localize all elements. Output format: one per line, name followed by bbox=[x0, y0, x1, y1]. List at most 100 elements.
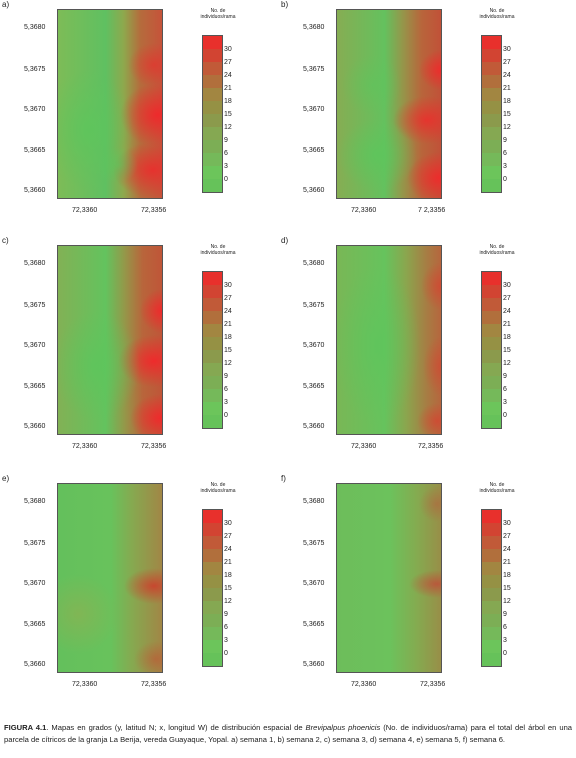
y-tick: 5,3675 bbox=[303, 540, 325, 547]
legend-value: 15 bbox=[224, 111, 232, 118]
heatmap bbox=[57, 245, 163, 435]
panel-label: a) bbox=[2, 0, 10, 9]
legend-swatch bbox=[482, 562, 501, 575]
panel-label: e) bbox=[2, 474, 10, 483]
legend-swatch bbox=[482, 49, 501, 62]
legend-value: 12 bbox=[503, 360, 511, 367]
figure-caption: FIGURA 4.1. Mapas en grados (y, latitud … bbox=[4, 722, 572, 745]
legend-swatch bbox=[203, 36, 222, 49]
legend-value: 27 bbox=[224, 533, 232, 540]
legend-swatch bbox=[482, 62, 501, 75]
x-tick: 72,3356 bbox=[141, 207, 167, 214]
y-tick: 5,3665 bbox=[24, 621, 46, 628]
y-tick: 5,3665 bbox=[24, 383, 46, 390]
legend-swatch bbox=[203, 166, 222, 179]
legend-value: 24 bbox=[503, 308, 511, 315]
x-tick: 72,3360 bbox=[72, 443, 98, 450]
legend-swatch bbox=[203, 153, 222, 166]
legend-value: 21 bbox=[224, 321, 232, 328]
legend-value: 27 bbox=[503, 295, 511, 302]
x-tick: 72,3360 bbox=[351, 443, 377, 450]
y-tick: 5,3675 bbox=[24, 302, 46, 309]
legend-value: 3 bbox=[503, 163, 507, 170]
legend-swatch bbox=[203, 402, 222, 415]
legend-value: 0 bbox=[503, 650, 507, 657]
legend-value: 30 bbox=[224, 520, 232, 527]
legend-value: 21 bbox=[224, 559, 232, 566]
legend-value: 0 bbox=[224, 650, 228, 657]
legend-value: 9 bbox=[503, 137, 507, 144]
legend-swatch bbox=[482, 640, 501, 653]
legend-swatch bbox=[482, 415, 501, 428]
legend-swatch bbox=[203, 549, 222, 562]
x-tick: 72,3360 bbox=[351, 681, 377, 688]
legend-swatch bbox=[482, 510, 501, 523]
legend-swatch bbox=[482, 140, 501, 153]
legend-value: 6 bbox=[224, 150, 228, 157]
legend-swatch bbox=[482, 536, 501, 549]
legend-value: 15 bbox=[503, 111, 511, 118]
legend-swatch bbox=[203, 376, 222, 389]
y-tick: 5,3675 bbox=[24, 66, 46, 73]
panel-label: f) bbox=[281, 474, 286, 483]
legend-value: 15 bbox=[503, 585, 511, 592]
legend-value: 21 bbox=[224, 85, 232, 92]
legend-swatch bbox=[203, 114, 222, 127]
legend-value: 18 bbox=[503, 98, 511, 105]
legend-value: 18 bbox=[224, 98, 232, 105]
legend-value: 12 bbox=[503, 598, 511, 605]
legend-value: 15 bbox=[224, 347, 232, 354]
legend-swatch bbox=[203, 179, 222, 192]
legend-title: No. de individuos/rama bbox=[479, 482, 515, 494]
legend-value: 27 bbox=[503, 59, 511, 66]
legend-swatch bbox=[482, 614, 501, 627]
heatmap bbox=[336, 245, 442, 435]
y-tick: 5,3675 bbox=[303, 302, 325, 309]
x-tick: 72,3360 bbox=[72, 681, 98, 688]
x-tick: 72,3356 bbox=[420, 681, 446, 688]
legend-swatch bbox=[203, 653, 222, 666]
legend-value: 21 bbox=[503, 85, 511, 92]
legend-swatch bbox=[203, 523, 222, 536]
panel-d: d) 5,3680 5,3675 5,3670 5,3665 5,3 bbox=[279, 236, 567, 472]
legend-swatch bbox=[482, 601, 501, 614]
legend-swatch bbox=[203, 536, 222, 549]
legend-swatch bbox=[482, 389, 501, 402]
legend-swatch bbox=[482, 285, 501, 298]
legend-bar bbox=[202, 509, 223, 667]
legend-value: 0 bbox=[224, 176, 228, 183]
legend-swatch bbox=[203, 75, 222, 88]
y-tick: 5,3670 bbox=[303, 342, 325, 349]
legend-swatch bbox=[203, 62, 222, 75]
legend-swatch bbox=[203, 601, 222, 614]
legend-swatch bbox=[482, 36, 501, 49]
heatmap bbox=[57, 483, 163, 673]
panel-e: e) 5,3680 5,3675 5,3670 5,3665 5,3660 72… bbox=[0, 474, 288, 710]
legend-swatch bbox=[203, 640, 222, 653]
legend-value: 24 bbox=[224, 72, 232, 79]
legend-swatch bbox=[482, 324, 501, 337]
legend-value: 3 bbox=[503, 637, 507, 644]
legend-value: 21 bbox=[503, 559, 511, 566]
legend-swatch bbox=[482, 337, 501, 350]
legend-bar bbox=[202, 35, 223, 193]
legend-swatch bbox=[482, 166, 501, 179]
legend-value: 9 bbox=[224, 137, 228, 144]
y-tick: 5,3660 bbox=[303, 423, 325, 430]
legend-value: 9 bbox=[503, 611, 507, 618]
y-tick: 5,3665 bbox=[303, 383, 325, 390]
legend-value: 6 bbox=[503, 624, 507, 631]
legend-title: No. de individuos/rama bbox=[479, 8, 515, 20]
panel-label: c) bbox=[2, 236, 9, 245]
heatmap bbox=[336, 483, 442, 673]
legend-swatch bbox=[203, 101, 222, 114]
legend-swatch bbox=[482, 363, 501, 376]
legend-swatch bbox=[482, 350, 501, 363]
y-tick: 5,3670 bbox=[24, 580, 46, 587]
legend-value: 30 bbox=[503, 46, 511, 53]
legend-value: 21 bbox=[503, 321, 511, 328]
caption-text: . Mapas en grados (y, latitud N; x, long… bbox=[46, 723, 306, 732]
legend-value: 24 bbox=[503, 546, 511, 553]
legend-swatch bbox=[203, 350, 222, 363]
y-tick: 5,3675 bbox=[24, 540, 46, 547]
